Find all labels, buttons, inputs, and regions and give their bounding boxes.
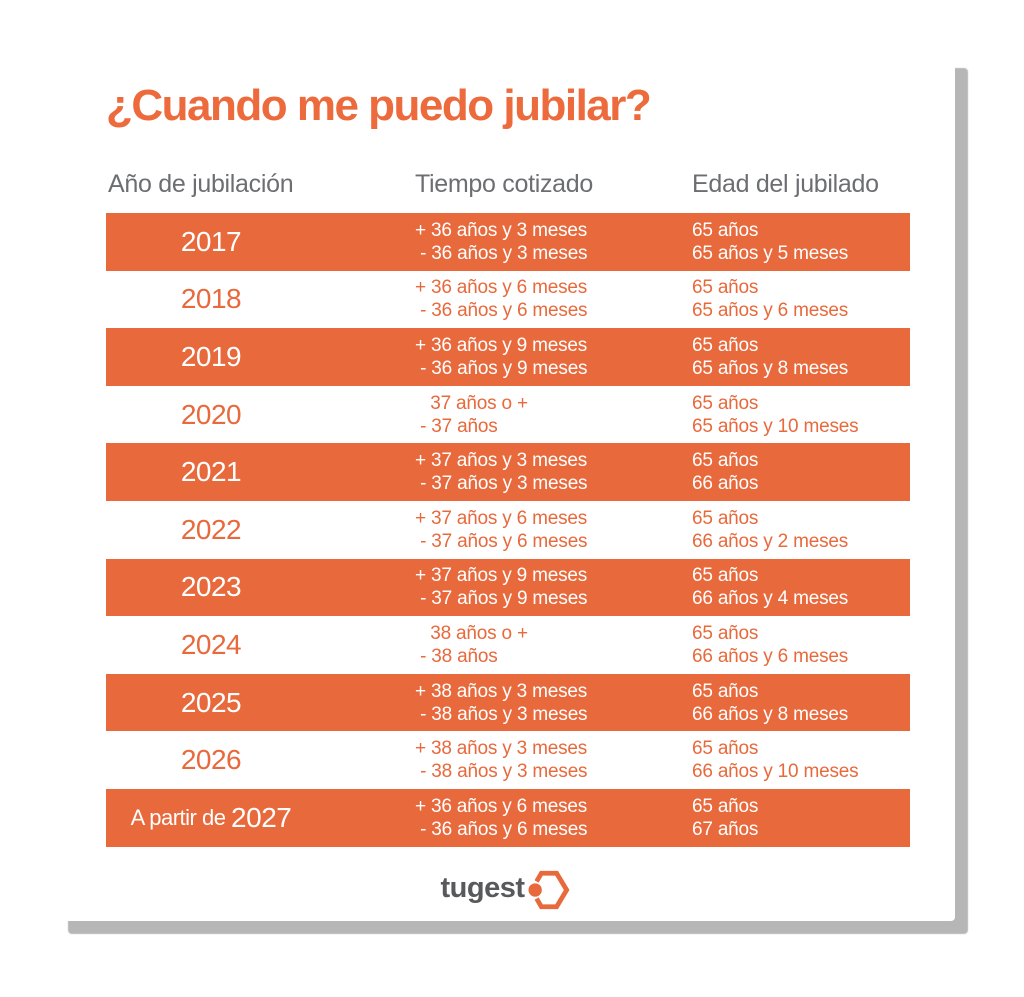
year-cell: 2020 [106, 386, 316, 444]
year-value: 2022 [180, 513, 242, 545]
year-value: 2017 [180, 225, 242, 257]
edad-cell: 65 años 65 años y 6 meses [692, 277, 849, 322]
year-cell: 2025 [106, 674, 316, 732]
hexagon-dot-icon [527, 870, 569, 909]
year-cell: 2019 [106, 328, 316, 386]
edad-cell: 65 años 66 años [692, 450, 759, 495]
tiempo-cell: + 37 años y 3 meses - 37 años y 3 meses [415, 450, 588, 495]
year-value: 2021 [180, 456, 242, 488]
infographic-card: ¿Cuando me puedo jubilar? Año de jubilac… [55, 55, 955, 921]
table-row: 2024 38 años o + - 38 años 65 años 66 añ… [106, 616, 910, 674]
table-row: 2018 + 36 años y 6 meses - 36 años y 6 m… [106, 271, 910, 329]
year-cell: 2018 [106, 271, 316, 329]
year-value: 2023 [180, 571, 242, 603]
tiempo-cell: + 37 años y 9 meses - 37 años y 9 meses [415, 565, 588, 610]
year-cell: 2017 [106, 213, 316, 271]
year-value: 2019 [180, 340, 242, 372]
year-value: 2018 [180, 283, 242, 315]
year-cell: 2021 [106, 443, 316, 501]
table-row: 2026 + 38 años y 3 meses - 38 años y 3 m… [106, 731, 910, 789]
edad-cell: 65 años 66 años y 8 meses [692, 680, 849, 725]
table-row: 2025 + 38 años y 3 meses - 38 años y 3 m… [106, 673, 910, 732]
header-year: Año de jubilación [108, 170, 294, 198]
year-cell: 2023 [106, 559, 316, 617]
tiempo-cell: + 36 años y 9 meses - 36 años y 9 meses [415, 334, 588, 379]
year-value: 2027 [231, 801, 292, 833]
tiempo-cell: + 36 años y 6 meses - 36 años y 6 meses [415, 277, 588, 322]
edad-cell: 65 años 65 años y 10 meses [692, 392, 859, 437]
tiempo-cell: + 38 años y 3 meses - 38 años y 3 meses [415, 738, 588, 783]
tiempo-cell: + 37 años y 6 meses - 37 años y 6 meses [415, 507, 588, 552]
edad-cell: 65 años 65 años y 8 meses [692, 334, 849, 379]
edad-cell: 65 años 66 años y 4 meses [692, 565, 849, 610]
tiempo-cell: 37 años o + - 37 años [420, 392, 528, 437]
retirement-table: 2017 + 36 años y 3 meses - 36 años y 3 m… [106, 213, 910, 847]
tiempo-cell: + 38 años y 3 meses - 38 años y 3 meses [415, 680, 588, 725]
table-row: 2019 + 36 años y 9 meses - 36 años y 9 m… [106, 328, 910, 386]
table-header-row: Año de jubilación Tiempo cotizado Edad d… [55, 170, 955, 202]
year-cell: 2024 [106, 616, 316, 674]
year-cell: A partir de 2027 [106, 789, 316, 847]
footer-logo: tugest [55, 865, 955, 911]
year-value: 2020 [180, 398, 242, 430]
year-value: 2025 [180, 686, 242, 718]
year-cell: 2026 [106, 731, 316, 789]
edad-cell: 65 años 66 años y 10 meses [692, 738, 859, 783]
year-cell: 2022 [106, 501, 316, 559]
table-row: 2022 + 37 años y 6 meses - 37 años y 6 m… [106, 501, 910, 559]
page-title: ¿Cuando me puedo jubilar? [106, 81, 652, 130]
edad-cell: 65 años 67 años [692, 795, 759, 840]
tiempo-cell: + 36 años y 3 meses - 36 años y 3 meses [415, 219, 588, 264]
table-row: 2021 + 37 años y 3 meses - 37 años y 3 m… [106, 443, 910, 501]
header-tiempo: Tiempo cotizado [415, 170, 593, 198]
edad-cell: 65 años 65 años y 5 meses [692, 219, 849, 264]
table-row: 2023 + 37 años y 9 meses - 37 años y 9 m… [106, 558, 910, 617]
year-value: 2026 [180, 744, 242, 776]
table-row: 2017 + 36 años y 3 meses - 36 años y 3 m… [106, 213, 910, 271]
tiempo-cell: 38 años o + - 38 años [420, 622, 528, 667]
table-row: A partir de 2027 + 36 años y 6 meses - 3… [106, 788, 910, 847]
tiempo-cell: + 36 años y 6 meses - 36 años y 6 meses [415, 795, 588, 840]
year-value: 2024 [180, 628, 242, 660]
table-row: 2020 37 años o + - 37 años 65 años 65 añ… [106, 386, 910, 444]
edad-cell: 65 años 66 años y 2 meses [692, 507, 849, 552]
header-edad: Edad del jubilado [692, 170, 879, 198]
edad-cell: 65 años 66 años y 6 meses [692, 622, 849, 667]
year-prefix: A partir de [130, 804, 232, 830]
brand-name: tugest [440, 871, 526, 904]
